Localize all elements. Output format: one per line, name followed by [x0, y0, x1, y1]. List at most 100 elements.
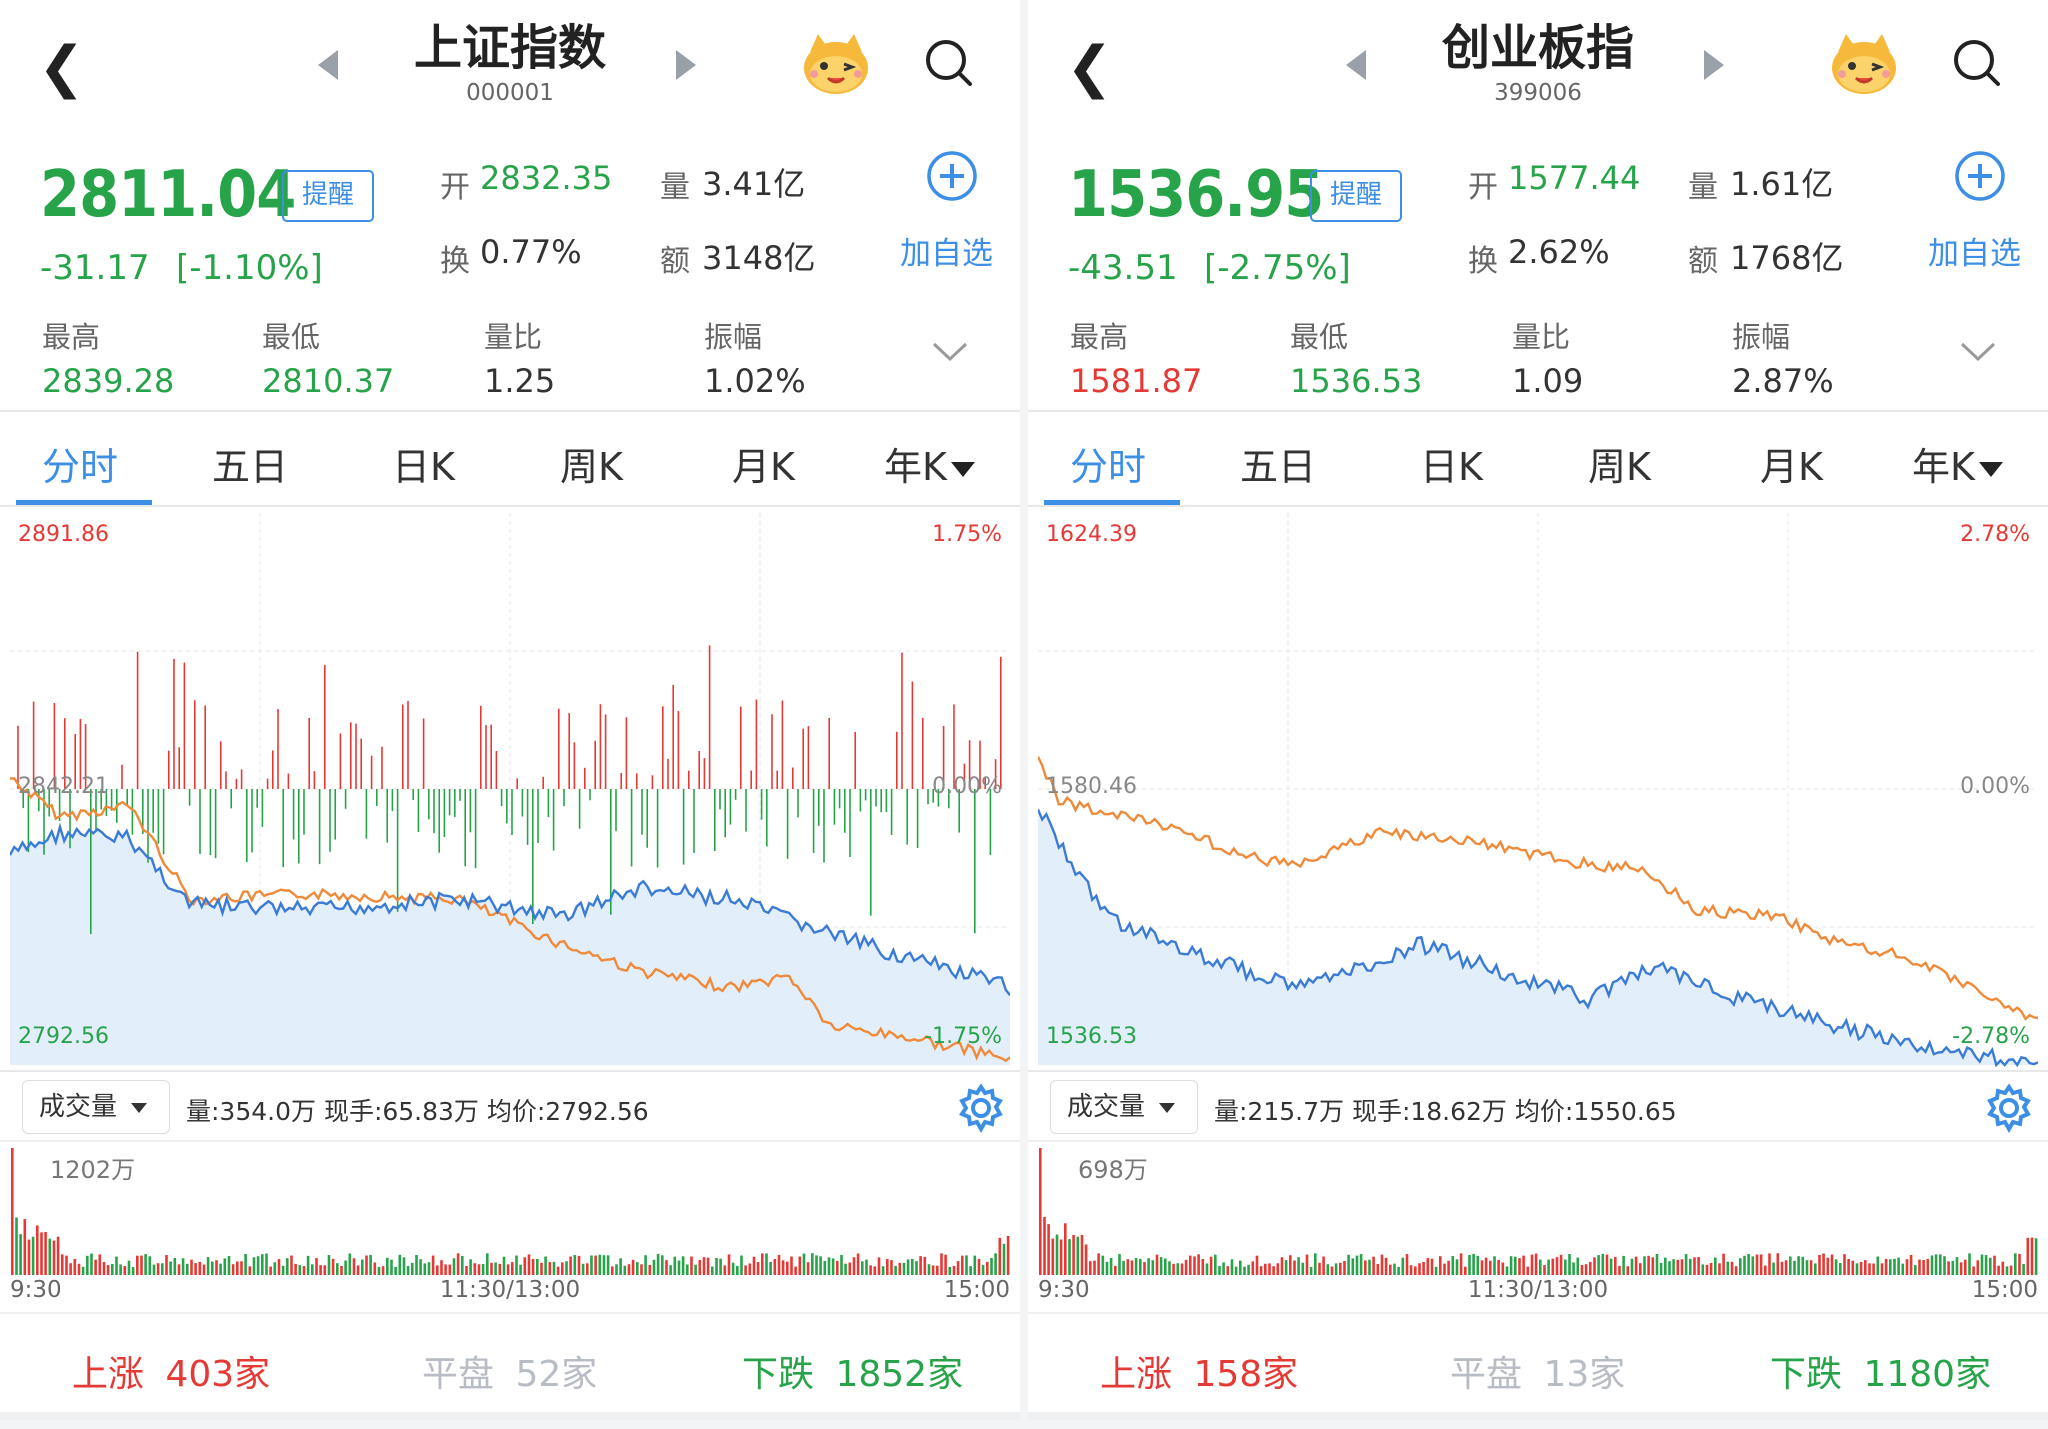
divider: [1028, 410, 2048, 412]
settings-gear-icon[interactable]: [956, 1083, 1006, 1137]
volume-bar: [1601, 1253, 1605, 1275]
volume-bar: [1276, 1263, 1280, 1275]
add-watchlist-button[interactable]: 加自选: [900, 236, 993, 272]
volume-bar: [1405, 1254, 1409, 1275]
next-arrow-icon[interactable]: [1704, 50, 1724, 80]
tab-yearly-k[interactable]: 年K: [884, 436, 975, 491]
back-icon[interactable]: ❮: [1066, 35, 1113, 100]
volume-bar: [1784, 1260, 1788, 1275]
volume-bar: [802, 1253, 806, 1275]
volume-bar: [611, 1266, 614, 1275]
tab-five-day[interactable]: 五日: [212, 445, 289, 489]
volume-bar: [65, 1255, 68, 1275]
volume-indicator-select[interactable]: 成交量: [1050, 1080, 1198, 1134]
volume-bar: [906, 1259, 910, 1275]
volume-bar: [465, 1265, 468, 1275]
divider: [1028, 1140, 2048, 1142]
volume-bar: [502, 1256, 506, 1275]
chevron-down-icon[interactable]: [1958, 340, 1998, 368]
add-icon[interactable]: [1954, 150, 2006, 206]
tab-weekly-k[interactable]: 周K: [1588, 445, 1651, 489]
advancers: 上涨 403家: [72, 1345, 270, 1397]
tab-yearly-k[interactable]: 年K: [1912, 436, 2003, 491]
decliners-label: 下跌: [1770, 1354, 1843, 1395]
volume-bar: [1872, 1263, 1875, 1275]
volume-bar: [290, 1255, 293, 1275]
volume-bar: [977, 1259, 981, 1275]
stat-label: 最低: [262, 320, 321, 354]
volume-bar: [248, 1266, 252, 1275]
stat-label: 最低: [1290, 320, 1349, 354]
volume-bar: [1922, 1260, 1925, 1275]
chevron-down-icon[interactable]: [930, 340, 970, 368]
volume-bar: [2014, 1253, 2017, 1275]
volume-bar: [1468, 1255, 1471, 1275]
volume-bar: [1355, 1255, 1359, 1275]
price-line: [1038, 808, 2038, 1068]
last-price: 1536.95: [1068, 158, 1324, 232]
mascot-icon[interactable]: [1828, 30, 1900, 100]
tab-weekly-k[interactable]: 周K: [560, 445, 623, 489]
volume-bar: [1430, 1258, 1434, 1275]
index-code: 399006: [1494, 80, 1582, 106]
volume-bar: [1459, 1253, 1463, 1275]
tab-monthly-k[interactable]: 月K: [732, 445, 795, 489]
volume-bar: [390, 1259, 393, 1275]
volume-bar: [556, 1266, 560, 1275]
remind-button[interactable]: 提醒: [1310, 170, 1402, 222]
volume-bar: [569, 1256, 572, 1275]
volume-bar: [961, 1255, 964, 1275]
volume-bar: [356, 1265, 360, 1275]
unchanged: 平盘 13家: [1450, 1345, 1625, 1397]
volume-bar: [1330, 1266, 1334, 1275]
mascot-icon[interactable]: [800, 30, 872, 100]
volume-bar: [1147, 1258, 1150, 1275]
volume-bar: [1951, 1260, 1955, 1275]
volume-bar: [69, 1263, 72, 1275]
volume-bar: [1230, 1259, 1234, 1275]
volume-bar: [1493, 1256, 1496, 1275]
stat-value-amplitude: 2.87%: [1732, 362, 1834, 400]
prev-arrow-icon[interactable]: [318, 50, 338, 80]
volume-bar: [590, 1255, 593, 1275]
stat-value-high: 2839.28: [42, 362, 175, 400]
price-area-fill: [10, 826, 1010, 1065]
volume-bar: [1072, 1235, 1075, 1275]
volume-bar: [1239, 1260, 1242, 1275]
chart-top-left-label: 1624.39: [1046, 522, 1137, 547]
volume-bar: [1918, 1259, 1921, 1275]
volume-bar: [1780, 1261, 1784, 1275]
volume-bar: [1272, 1266, 1275, 1275]
volume-bar: [856, 1253, 860, 1275]
volume-bar: [215, 1260, 218, 1275]
add-icon[interactable]: [926, 150, 978, 206]
search-icon[interactable]: [922, 36, 974, 92]
volume-bar: [1647, 1255, 1650, 1275]
volume-bar: [1305, 1254, 1309, 1275]
intraday-chart[interactable]: [1038, 505, 2038, 1070]
volume-bar: [2022, 1264, 2025, 1275]
volume-indicator-select[interactable]: 成交量: [22, 1080, 170, 1134]
tab-intraday[interactable]: 分时: [42, 445, 119, 489]
tab-daily-k[interactable]: 日K: [1420, 445, 1483, 489]
volume-bar: [1972, 1266, 1975, 1275]
next-arrow-icon[interactable]: [676, 50, 696, 80]
stock-panel-right: ❮ 创业板指 399006 1536.95 提醒 -43.51 [-2.75%]…: [1028, 0, 2048, 1420]
tab-monthly-k[interactable]: 月K: [1760, 445, 1823, 489]
volume-bar: [1047, 1224, 1050, 1275]
volume-bar: [640, 1264, 643, 1275]
volume-bar: [798, 1256, 802, 1275]
tab-intraday[interactable]: 分时: [1070, 445, 1147, 489]
search-icon[interactable]: [1950, 36, 2002, 92]
tab-daily-k[interactable]: 日K: [392, 445, 455, 489]
volume-bar: [302, 1266, 306, 1275]
back-icon[interactable]: ❮: [38, 35, 85, 100]
add-watchlist-button[interactable]: 加自选: [1928, 236, 2021, 272]
volume-bar: [377, 1266, 381, 1275]
intraday-chart[interactable]: [10, 505, 1010, 1070]
tab-five-day[interactable]: 五日: [1240, 445, 1317, 489]
prev-arrow-icon[interactable]: [1346, 50, 1366, 80]
settings-gear-icon[interactable]: [1984, 1083, 2034, 1137]
remind-button[interactable]: 提醒: [282, 170, 374, 222]
turnover-label: 换: [440, 244, 470, 279]
